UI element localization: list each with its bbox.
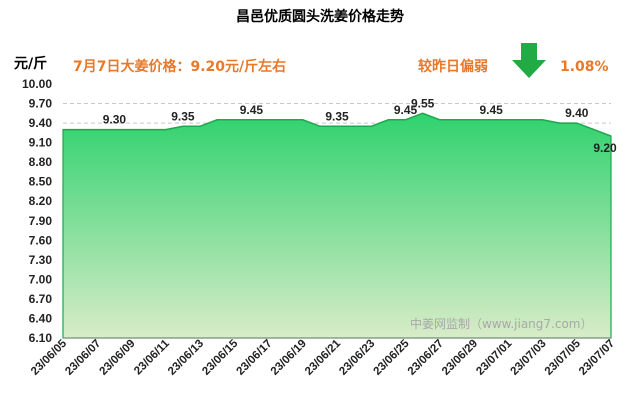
y-tick-label: 9.10 — [29, 136, 53, 150]
data-label: 9.45 — [394, 103, 418, 117]
data-label: 9.45 — [240, 103, 264, 117]
y-tick-label: 8.80 — [29, 155, 53, 169]
price-note: 7月7日大姜价格：9.20元/斤左右 — [73, 58, 286, 75]
x-axis: 23/06/0523/06/0723/06/0923/06/1123/06/13… — [29, 337, 617, 378]
y-tick-label: 6.10 — [29, 331, 53, 345]
y-tick-label: 9.70 — [29, 97, 53, 111]
chart-title: 昌邑优质圆头洗姜价格走势 — [236, 8, 404, 25]
x-tick-label: 23/06/23 — [337, 338, 377, 378]
y-tick-label: 8.50 — [29, 175, 53, 189]
y-tick-label: 8.20 — [29, 194, 53, 208]
y-tick-label: 10.00 — [22, 77, 52, 91]
data-label: 9.40 — [565, 106, 589, 120]
change-percent: 1.08% — [560, 59, 609, 75]
price-line — [63, 112, 612, 137]
x-tick-label: 23/07/05 — [543, 337, 584, 378]
data-label: 9.30 — [103, 113, 127, 127]
x-tick-label: 23/06/07 — [63, 338, 103, 378]
y-tick-label: 6.40 — [29, 311, 53, 325]
x-tick-label: 23/06/11 — [132, 337, 172, 377]
x-tick-label: 23/07/07 — [577, 338, 617, 378]
data-label: 9.45 — [479, 103, 503, 117]
data-labels: 9.30 9.35 9.45 9.35 9.459.55 9.45 9.409.20 — [103, 96, 617, 155]
area-fill — [62, 112, 612, 339]
x-tick-label: 23/06/27 — [406, 338, 446, 378]
y-tick-label: 7.30 — [29, 253, 53, 267]
x-tick-label: 23/06/25 — [371, 337, 412, 378]
compare-note: 较昨日偏弱 — [418, 58, 488, 75]
x-tick-label: 23/06/17 — [234, 338, 274, 378]
y-tick-label: 9.40 — [29, 116, 53, 130]
x-tick-label: 23/07/03 — [508, 338, 548, 378]
y-tick-label: 7.60 — [29, 233, 53, 247]
y-tick-label: 7.00 — [29, 272, 53, 286]
data-label: 9.35 — [325, 109, 349, 123]
y-tick-label: 7.90 — [29, 214, 53, 228]
y-axis-unit: 元/斤 — [14, 55, 47, 72]
y-axis: 10.00 9.70 9.40 9.10 8.80 8.50 8.20 7.90 7.60 7.3… — [22, 77, 52, 345]
data-label: 9.55 — [411, 96, 435, 110]
data-label: 9.35 — [171, 109, 195, 123]
data-label: 9.20 — [593, 141, 617, 155]
x-tick-label: 23/06/21 — [303, 337, 344, 378]
x-tick-label: 23/06/15 — [200, 337, 241, 378]
x-tick-label: 23/06/29 — [440, 338, 480, 378]
x-tick-label: 23/06/13 — [166, 338, 206, 378]
x-tick-label: 23/07/01 — [474, 337, 515, 378]
watermark: 中姜网监制（www.jiang7.com） — [410, 316, 592, 331]
x-tick-label: 23/06/19 — [269, 338, 309, 378]
down-arrow-icon — [512, 43, 546, 78]
y-tick-label: 6.70 — [29, 292, 53, 306]
x-tick-label: 23/06/09 — [97, 338, 137, 378]
price-area — [62, 112, 612, 339]
